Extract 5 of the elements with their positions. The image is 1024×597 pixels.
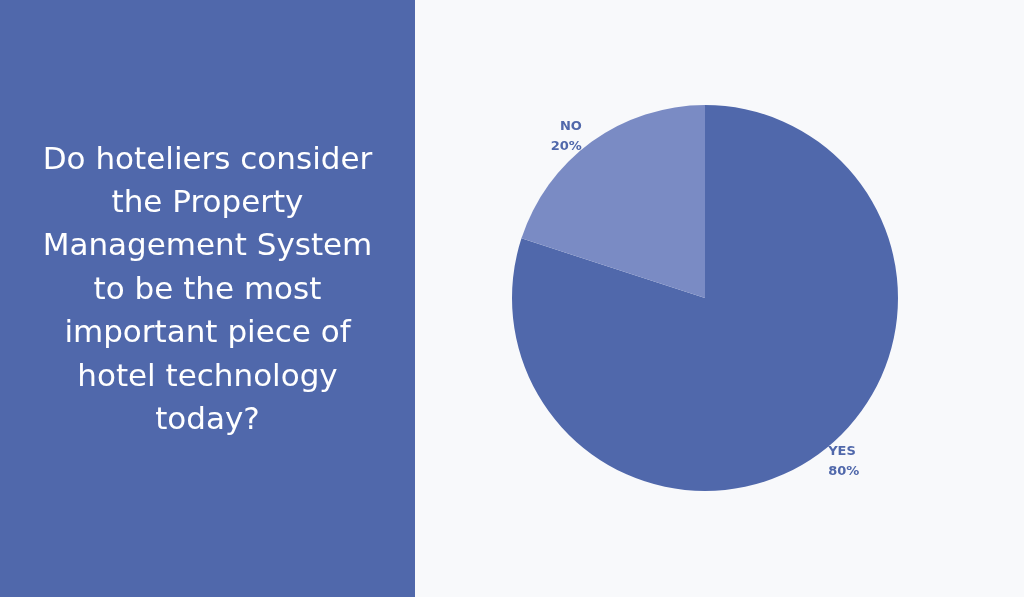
data-label: 20% [550,137,582,153]
slice-label: NO [559,117,582,133]
text: Do hoteliers consider the Property Management System to be the most important piece of hotel technology today? [41,138,374,438]
data-label: 80% [828,463,860,479]
slice-label: YES [827,443,856,459]
